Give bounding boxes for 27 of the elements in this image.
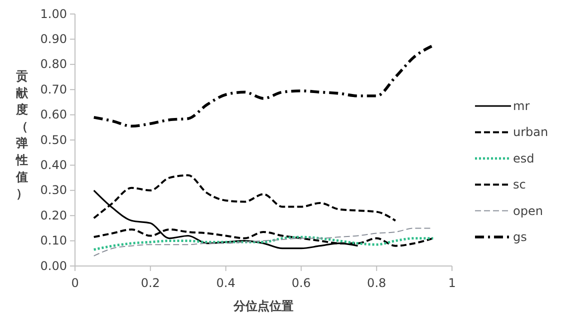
legend-label: mr bbox=[513, 99, 530, 113]
x-tick-label: 1 bbox=[448, 276, 456, 290]
legend-label: urban bbox=[513, 125, 548, 140]
y-tick-label: 1.00 bbox=[40, 6, 67, 21]
y-tick-label: 0.50 bbox=[40, 132, 67, 147]
x-tick-label: 0 bbox=[71, 276, 79, 290]
legend-label: open bbox=[513, 204, 543, 218]
x-tick-label: 0.4 bbox=[216, 276, 236, 290]
y-tick-label: 0.20 bbox=[40, 208, 67, 222]
y-tick-label: 0.30 bbox=[40, 183, 67, 198]
legend-label: esd bbox=[513, 151, 534, 166]
y-tick-label: 0.40 bbox=[40, 158, 67, 172]
y-tick-label: 0.10 bbox=[40, 234, 67, 248]
legend-label: sc bbox=[513, 178, 526, 192]
y-tick-label: 0.90 bbox=[40, 32, 67, 46]
x-axis-title: 分位点位置 bbox=[232, 299, 294, 313]
line-series bbox=[92, 44, 435, 128]
legend-label: gs bbox=[513, 230, 527, 244]
y-tick-label: 0.80 bbox=[40, 57, 67, 72]
y-tick-label: 0.70 bbox=[40, 82, 67, 96]
y-tick-label: 0.60 bbox=[40, 108, 67, 122]
line-series bbox=[92, 236, 434, 251]
x-tick-label: 0.6 bbox=[292, 276, 311, 290]
x-tick-label: 0.2 bbox=[140, 276, 160, 290]
y-axis-title: 贡献度（弹性值） bbox=[15, 69, 29, 201]
y-tick-label: 0.00 bbox=[40, 258, 67, 273]
x-tick-label: 0.8 bbox=[367, 276, 386, 290]
